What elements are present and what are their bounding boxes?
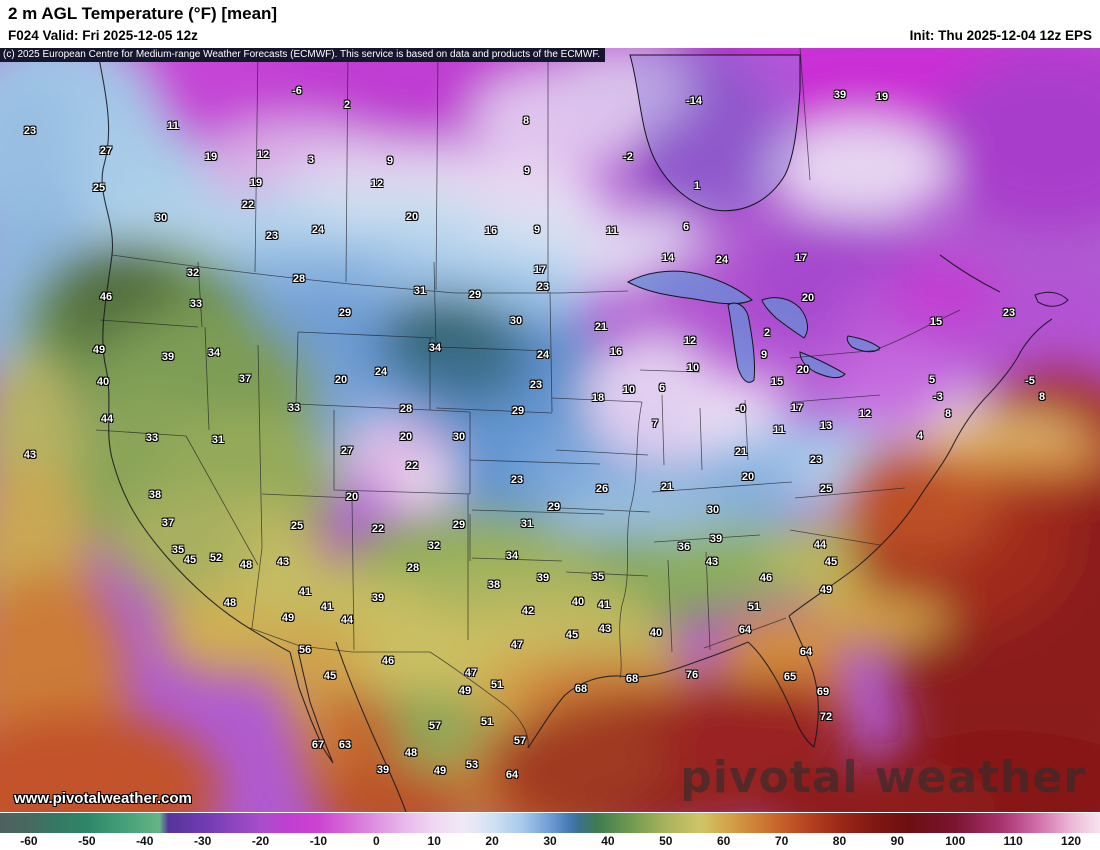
colorbar-tick: -20 xyxy=(251,834,270,848)
colorbar-tick: -40 xyxy=(136,834,154,848)
colorbar-tick: 0 xyxy=(372,834,380,848)
page-title: 2 m AGL Temperature (°F) [mean] xyxy=(8,4,278,23)
copyright-bar: (c) 2025 European Centre for Medium-rang… xyxy=(0,48,606,62)
colorbar-tick: -60 xyxy=(20,834,38,848)
colorbar-tick: 40 xyxy=(601,834,615,848)
colorbar-tick: 60 xyxy=(716,834,731,848)
colorbar-tick: 80 xyxy=(832,834,847,848)
colorbar-ticks: -60 -50 -40 -30 -20 -10 0 10 20 30 40 50 60 70 80 90 100… xyxy=(0,834,1100,850)
colorbar-tick: -50 xyxy=(78,834,96,848)
colorbar-tick: 110 xyxy=(1003,834,1023,848)
colorbar-tick: 10 xyxy=(427,834,441,848)
colorbar-tick: 20 xyxy=(485,834,499,848)
valid-time: F024 Valid: Fri 2025-12-05 12z xyxy=(8,28,198,43)
state-borders xyxy=(95,47,961,749)
colorbar-tick: 50 xyxy=(659,834,673,848)
colorbar-band xyxy=(0,813,1100,833)
colorbar-tick: 90 xyxy=(890,834,905,848)
colorbar-tick: 30 xyxy=(543,834,557,848)
colorbar-tick: 70 xyxy=(774,834,789,848)
colorbar-tick: 120 xyxy=(1061,834,1082,848)
colorbar-tick: -10 xyxy=(309,834,328,848)
lakes xyxy=(626,54,881,383)
header: 2 m AGL Temperature (°F) [mean] F024 Val… xyxy=(0,0,1100,48)
colorbar: -60 -50 -40 -30 -20 -10 0 10 20 30 40 50 60 70 80 90 100… xyxy=(0,812,1100,850)
colorbar-tick: -30 xyxy=(193,834,212,848)
watermark-brand: pivotal weather xyxy=(680,752,1086,803)
watermark-url: www.pivotalweather.com xyxy=(14,790,192,807)
colorbar-tick: 100 xyxy=(945,834,966,848)
init-time: Init: Thu 2025-12-04 12z EPS xyxy=(909,28,1092,43)
